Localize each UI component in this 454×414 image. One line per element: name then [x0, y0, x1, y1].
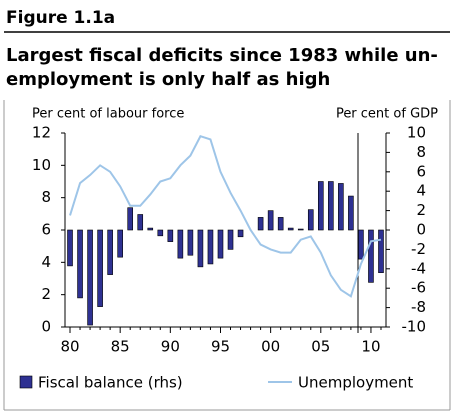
y2-tick-label: 10 [407, 124, 426, 142]
y-tick-label: 6 [41, 221, 51, 239]
y2-tick-label: 8 [416, 143, 426, 161]
bar [77, 229, 83, 299]
x-tick-label: 05 [311, 338, 330, 356]
bar [137, 214, 144, 231]
bar [207, 229, 214, 265]
bar [378, 229, 384, 273]
bar [127, 207, 134, 231]
figure-label: Figure 1.1a [6, 8, 115, 28]
y-axis-label: Per cent of labour force [32, 107, 184, 122]
bar [358, 229, 364, 260]
bar [217, 229, 224, 259]
y2-tick-label: -6 [411, 279, 426, 297]
y2-tick-label: -4 [411, 259, 426, 277]
bar [67, 229, 73, 267]
y-tick-label: 4 [41, 253, 51, 271]
bar [237, 229, 244, 238]
bar [297, 228, 304, 231]
bar [348, 195, 354, 231]
x-tick-label: 95 [211, 338, 230, 356]
y2-tick-label: -2 [411, 240, 426, 258]
bar [277, 217, 284, 231]
bar [257, 217, 264, 231]
chart-title: Largest fiscal deficits since 1983 while… [6, 45, 438, 66]
y2-tick-label: 4 [416, 182, 426, 200]
legend-label: Fiscal balance (rhs) [38, 374, 183, 392]
y-tick-label: 0 [41, 318, 51, 336]
y-tick-label: 8 [41, 188, 51, 206]
bar [167, 229, 174, 242]
y-tick-label: 2 [41, 285, 51, 303]
y2-tick-label: 2 [416, 201, 426, 219]
x-tick-label: 85 [111, 338, 130, 356]
y-tick-label: 12 [32, 124, 51, 142]
bar [307, 209, 314, 231]
bar [368, 229, 374, 283]
bar [227, 229, 234, 250]
x-tick-label: 10 [361, 338, 380, 356]
y2-tick-label: -8 [411, 298, 426, 316]
bar [187, 229, 194, 256]
bar [117, 229, 123, 258]
bar [338, 183, 344, 231]
y2-axis-label: Per cent of GDP [336, 107, 438, 122]
x-tick-label: 90 [161, 338, 180, 356]
line [69, 135, 382, 298]
bar [147, 227, 154, 231]
bar [317, 181, 324, 231]
chart-title: employment is only half as high [6, 69, 330, 90]
bar [107, 229, 113, 275]
x-tick-label: 00 [261, 338, 280, 356]
bar [97, 229, 103, 307]
y2-tick-label: 6 [416, 162, 426, 180]
bar [267, 210, 274, 231]
legend-swatch [19, 375, 33, 389]
bar [87, 229, 93, 326]
y2-tick-label: 0 [416, 221, 426, 239]
bar [157, 229, 164, 237]
x-tick-label: 80 [60, 338, 79, 356]
bar [328, 181, 334, 231]
y2-tick-label: -10 [402, 318, 427, 336]
bar [177, 229, 184, 259]
bar [287, 227, 294, 231]
y-tick-label: 10 [32, 156, 51, 174]
legend-label: Unemployment [298, 374, 413, 392]
bar [197, 229, 204, 268]
